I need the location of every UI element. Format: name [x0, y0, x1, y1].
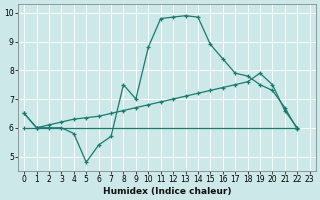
X-axis label: Humidex (Indice chaleur): Humidex (Indice chaleur) — [103, 187, 231, 196]
